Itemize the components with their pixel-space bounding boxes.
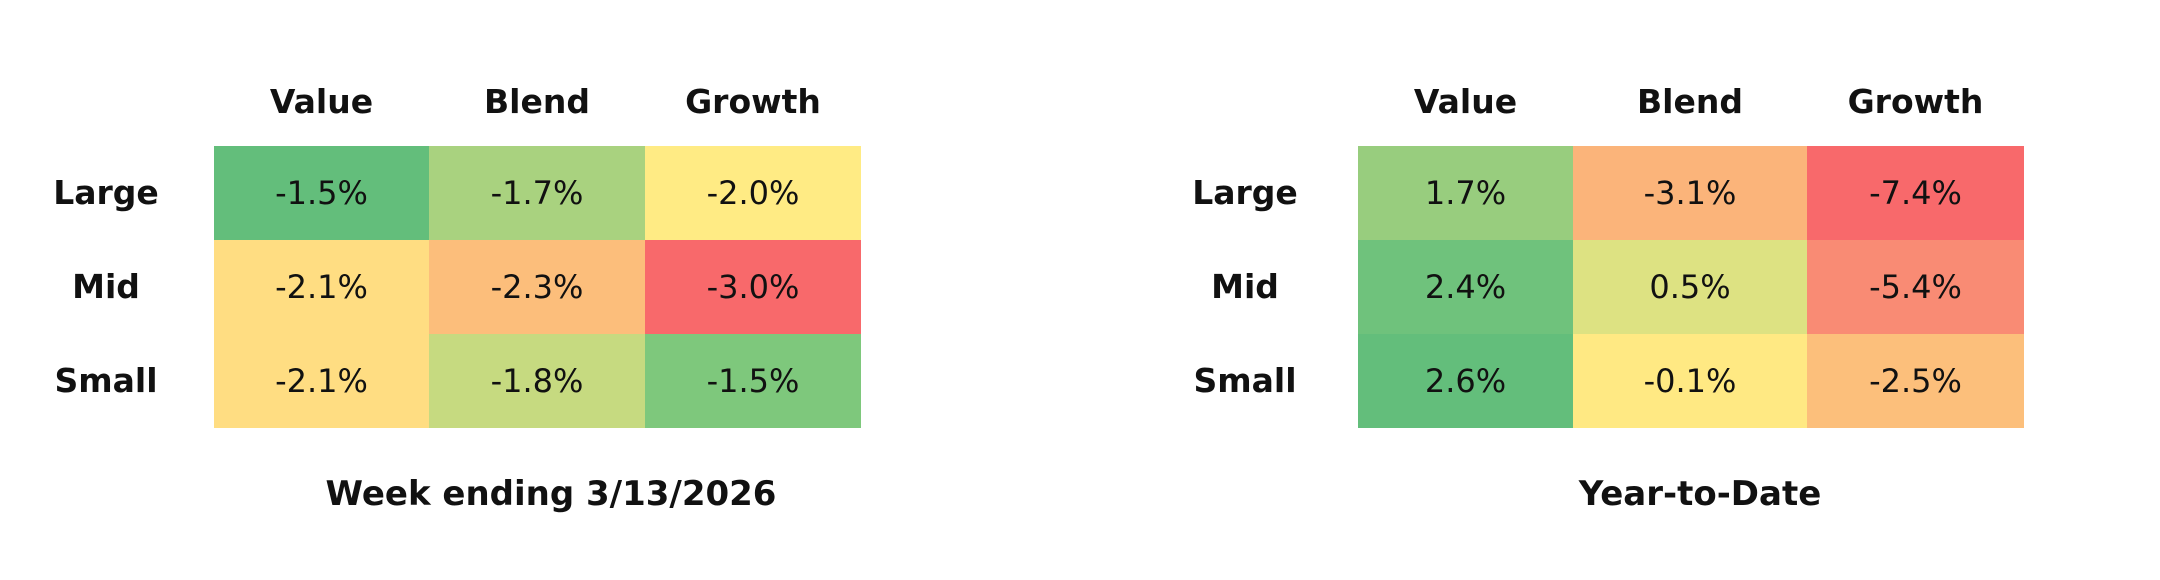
heatmap-cell-mid-blend: -2.3% [429, 240, 645, 334]
heatmap-cell-small-blend: -1.8% [429, 334, 645, 428]
row-header-small: Small [1193, 361, 1297, 400]
column-header-growth: Growth [1847, 82, 1984, 121]
heatmap-cell-small-value: -2.1% [214, 334, 429, 428]
heatmap-cell-mid-value: -2.1% [214, 240, 429, 334]
row-header-mid: Mid [1211, 267, 1279, 306]
heatmap-cell-small-value: 2.6% [1358, 334, 1573, 428]
chart-caption: Week ending 3/13/2026 [325, 474, 777, 514]
heatmap-cell-large-value: 1.7% [1358, 146, 1573, 240]
column-header-blend: Blend [484, 82, 590, 121]
column-header-blend: Blend [1637, 82, 1743, 121]
heatmap-cell-large-blend: -1.7% [429, 146, 645, 240]
row-header-large: Large [1192, 173, 1298, 212]
row-header-mid: Mid [72, 267, 140, 306]
chart-caption: Year-to-Date [1578, 474, 1822, 514]
row-header-small: Small [54, 361, 158, 400]
heatmap-cell-large-blend: -3.1% [1573, 146, 1807, 240]
heatmap-cell-mid-growth: -3.0% [645, 240, 861, 334]
column-header-value: Value [269, 82, 374, 121]
column-header-growth: Growth [685, 82, 821, 121]
heatmap-cell-large-value: -1.5% [214, 146, 429, 240]
heatmap-cell-small-growth: -2.5% [1807, 334, 2024, 428]
weekly-heatmap-panel: Value Blend Growth Large -1.5% -1.7% -2.0% Mid -… [53, 82, 861, 514]
ytd-heatmap-panel: Value Blend Growth Large 1.7% -3.1% -7.4% Mid 2.… [1080, 0, 2160, 580]
row-header-large: Large [53, 173, 159, 212]
heatmap-cell-large-growth: -2.0% [645, 146, 861, 240]
column-header-value: Value [1413, 82, 1518, 121]
heatmap-cell-mid-value: 2.4% [1358, 240, 1573, 334]
heatmap-cell-mid-blend: 0.5% [1573, 240, 1807, 334]
heatmap-cell-mid-growth: -5.4% [1807, 240, 2024, 334]
heatmap-cell-small-growth: -1.5% [645, 334, 861, 428]
heatmap-cell-large-growth: -7.4% [1807, 146, 2024, 240]
heatmap-cell-small-blend: -0.1% [1573, 334, 1807, 428]
